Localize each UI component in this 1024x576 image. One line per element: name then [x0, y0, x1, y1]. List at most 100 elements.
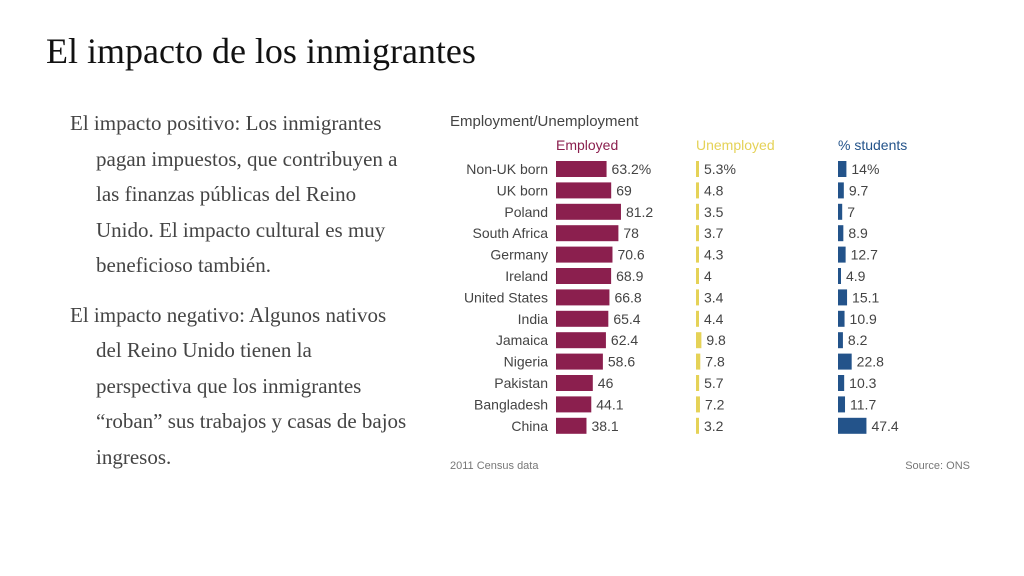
bar-value-label: 62.4 [611, 332, 638, 348]
bar-value-label: 22.8 [857, 354, 884, 370]
bar-unemployed [696, 225, 699, 242]
category-label: Nigeria [504, 354, 549, 370]
category-label: South Africa [473, 225, 549, 241]
bar-students [838, 161, 847, 177]
bar-value-label: 44.1 [596, 396, 623, 412]
category-label: Non-UK born [466, 161, 548, 177]
category-label: UK born [497, 182, 548, 198]
bar-value-label: 9.8 [706, 332, 726, 348]
bar-employed [556, 375, 593, 391]
bar-value-label: 3.2 [704, 418, 724, 434]
category-label: India [518, 311, 549, 327]
bar-employed [556, 332, 606, 349]
category-label: Poland [504, 204, 548, 220]
bullet-negative-impact: El impacto negativo: Algunos nativos del… [70, 302, 407, 469]
bar-value-label: 10.3 [849, 375, 876, 391]
bar-unemployed [696, 182, 699, 199]
category-label: Germany [490, 247, 548, 263]
bar-unemployed [696, 332, 702, 349]
bar-unemployed [696, 203, 699, 220]
bar-employed [556, 396, 592, 413]
bar-value-label: 11.7 [850, 396, 876, 412]
bar-students [838, 417, 867, 434]
category-label: United States [464, 289, 548, 305]
bar-value-label: 10.9 [850, 311, 877, 327]
bar-unemployed [696, 396, 700, 413]
category-label: Jamaica [496, 332, 548, 348]
bar-value-label: 5.7 [704, 375, 724, 391]
bar-unemployed [696, 246, 699, 263]
category-label: Pakistan [494, 375, 548, 391]
bar-value-label: 63.2% [612, 161, 652, 177]
bar-value-label: 7 [847, 204, 855, 220]
bar-value-label: 46 [598, 375, 614, 391]
bar-value-label: 47.4 [871, 418, 898, 434]
bar-value-label: 81.2 [626, 204, 653, 220]
bar-value-label: 68.9 [616, 268, 643, 284]
bar-students [838, 268, 841, 284]
bar-value-label: 70.6 [617, 247, 644, 263]
bar-employed [556, 268, 612, 284]
bar-value-label: 4.3 [704, 247, 724, 263]
bar-value-label: 38.1 [591, 418, 618, 434]
bar-students [838, 225, 844, 242]
bar-value-label: 69 [616, 182, 632, 198]
bar-value-label: 4.4 [704, 311, 724, 327]
legend-unemployed: Unemployed [696, 137, 775, 153]
legend-students: % students [838, 137, 907, 153]
bar-employed [556, 161, 607, 177]
bar-value-label: 5.3% [704, 161, 736, 177]
bar-students [838, 332, 843, 349]
bar-employed [556, 353, 603, 370]
bar-value-label: 3.5 [704, 204, 724, 220]
bar-unemployed [696, 417, 699, 434]
legend-employed: Employed [556, 137, 618, 153]
bar-value-label: 3.4 [704, 289, 724, 305]
bar-employed [556, 310, 609, 327]
bar-value-label: 65.4 [613, 311, 640, 327]
footer-left: 2011 Census data [450, 460, 539, 472]
bar-students [838, 203, 843, 220]
bar-employed [556, 417, 587, 434]
bar-unemployed [696, 268, 699, 284]
bullet-positive-impact: El impacto positivo: Los inmigrantes pag… [70, 111, 398, 277]
bar-students [838, 246, 846, 263]
bar-unemployed [696, 289, 699, 306]
bar-employed [556, 289, 610, 306]
employment-chart-svg: Employment/Unemployment Employed Unemploye… [450, 113, 970, 472]
bar-students [838, 375, 845, 391]
bar-value-label: 58.6 [608, 354, 635, 370]
slide-title: El impacto de los inmigrantes [46, 31, 476, 71]
bullet-list: El impacto positivo: Los inmigrantes pag… [70, 106, 410, 489]
bar-value-label: 8.2 [848, 332, 868, 348]
bar-value-label: 12.7 [851, 247, 878, 263]
bar-students [838, 289, 848, 306]
bar-employed [556, 246, 613, 263]
bar-students [838, 182, 844, 199]
bar-employed [556, 225, 619, 242]
bar-students [838, 353, 852, 370]
chart-title: Employment/Unemployment [450, 113, 639, 130]
bar-unemployed [696, 375, 700, 391]
category-label: China [511, 418, 548, 434]
bar-value-label: 14% [851, 161, 879, 177]
bar-value-label: 78 [623, 225, 639, 241]
bar-value-label: 9.7 [849, 182, 869, 198]
bar-value-label: 7.8 [705, 354, 725, 370]
bar-value-label: 4.9 [846, 268, 866, 284]
bar-value-label: 4 [704, 268, 712, 284]
employment-chart: Employment/Unemployment Employed Unemploye… [440, 106, 980, 476]
category-label: Bangladesh [474, 396, 548, 412]
category-label: Ireland [505, 268, 548, 284]
bar-employed [556, 182, 612, 199]
bar-students [838, 396, 846, 413]
bar-value-label: 4.8 [704, 182, 724, 198]
bar-unemployed [696, 310, 699, 327]
bar-students [838, 310, 845, 327]
bar-value-label: 3.7 [704, 225, 724, 241]
bar-employed [556, 203, 621, 220]
bar-value-label: 15.1 [852, 289, 879, 305]
bar-value-label: 7.2 [705, 396, 725, 412]
bar-value-label: 66.8 [614, 289, 641, 305]
bar-unemployed [696, 353, 701, 370]
